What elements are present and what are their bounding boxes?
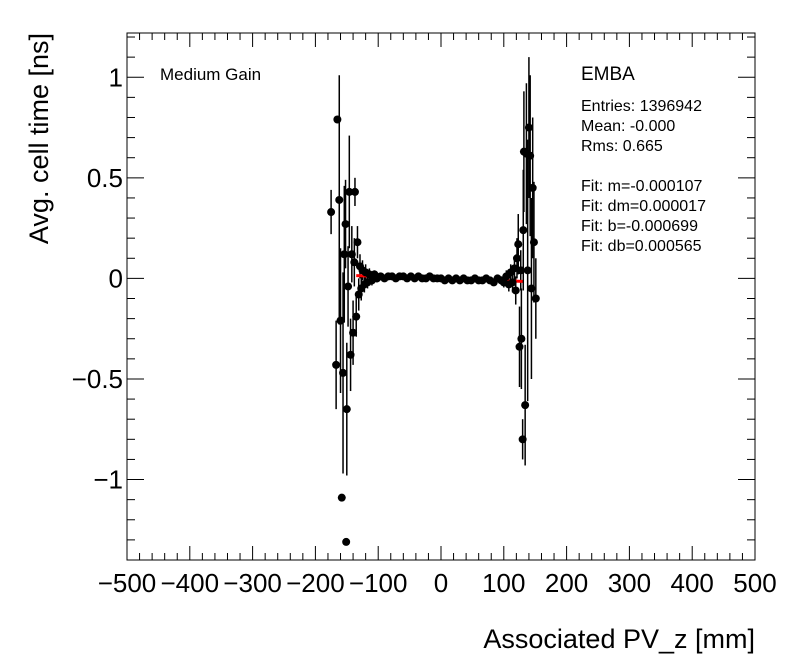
data-point	[345, 187, 354, 196]
x-tick-label: 100	[482, 568, 525, 598]
data-point	[508, 278, 517, 287]
x-tick-label: 500	[733, 568, 776, 598]
stats-box: Entries: 1396942 Mean: -0.000 Rms: 0.665 Fi…	[581, 98, 706, 255]
data-point	[333, 115, 342, 124]
data-point	[350, 258, 359, 267]
data-point	[327, 208, 336, 217]
x-tick-label: −400	[161, 568, 220, 598]
y-tick-label: −1	[93, 465, 123, 495]
data-point	[514, 240, 523, 249]
stats-line: Fit: m=-0.000107	[581, 178, 703, 195]
data-point	[527, 284, 536, 293]
y-axis-title: Avg. cell time [ns]	[24, 33, 54, 244]
data-point	[510, 264, 519, 273]
data-point	[347, 250, 356, 259]
data-point	[353, 238, 362, 247]
x-tick-labels: −500 −400 −300 −200 −100 0 100 200 300 400 500	[98, 568, 777, 598]
data-markers	[327, 115, 540, 546]
gain-label: Medium Gain	[160, 65, 261, 84]
stats-line: Fit: db=0.000565	[581, 238, 702, 255]
stats-line: Rms: 0.665	[581, 138, 663, 155]
data-point	[342, 405, 351, 414]
data-point	[354, 290, 363, 299]
data-point	[342, 537, 351, 546]
x-tick-label: −200	[286, 568, 345, 598]
data-point	[350, 187, 359, 196]
y-tick-label: 0.5	[87, 163, 123, 193]
data-point	[531, 294, 540, 303]
data-point	[349, 328, 358, 337]
data-point	[337, 493, 346, 502]
y-tick-labels: −1 −0.5 0 0.5 1	[72, 62, 123, 494]
data-point	[512, 254, 521, 263]
data-point	[335, 195, 344, 204]
y-tick-label: 1	[109, 62, 123, 92]
data-point	[515, 342, 524, 351]
stats-line: Fit: dm=0.000017	[581, 198, 706, 215]
data-point	[339, 368, 348, 377]
stats-title: EMBA	[581, 64, 635, 85]
data-point	[519, 226, 528, 235]
data-point	[516, 266, 525, 275]
y-tick-label: −0.5	[72, 364, 123, 394]
data-point	[521, 401, 530, 410]
x-tick-label: 0	[434, 568, 448, 598]
data-point	[346, 350, 355, 359]
data-point	[332, 360, 341, 369]
x-axis-title: Associated PV_z [mm]	[483, 624, 755, 654]
data-point	[344, 282, 353, 291]
data-point	[523, 266, 532, 275]
x-tick-label: 300	[608, 568, 651, 598]
axis-ticks	[126, 33, 756, 561]
data-point	[517, 334, 526, 343]
x-tick-label: 200	[545, 568, 588, 598]
data-point	[518, 435, 527, 444]
data-point	[511, 286, 520, 295]
x-tick-label: 400	[671, 568, 714, 598]
stats-line: Fit: b=-0.000699	[581, 218, 698, 235]
x-tick-label: −500	[98, 568, 157, 598]
data-point	[528, 183, 537, 192]
x-tick-label: −100	[349, 568, 408, 598]
data-point	[524, 123, 533, 132]
data-point	[352, 312, 361, 321]
x-tick-label: −300	[223, 568, 282, 598]
y-tick-label: 0	[109, 263, 123, 293]
data-point	[526, 151, 535, 160]
data-point	[340, 250, 349, 259]
data-point	[529, 238, 538, 247]
data-point	[336, 316, 345, 325]
data-point	[341, 220, 350, 229]
stats-line: Entries: 1396942	[581, 98, 702, 115]
stats-line: Mean: -0.000	[581, 118, 675, 135]
